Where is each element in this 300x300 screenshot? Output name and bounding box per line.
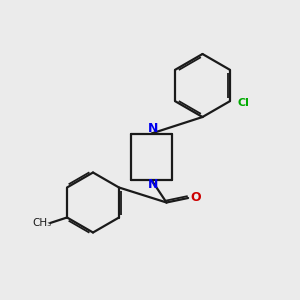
Text: N: N (148, 178, 158, 191)
Text: Cl: Cl (237, 98, 249, 108)
Text: N: N (148, 122, 158, 136)
Text: CH₃: CH₃ (32, 218, 52, 228)
Text: O: O (190, 191, 201, 204)
